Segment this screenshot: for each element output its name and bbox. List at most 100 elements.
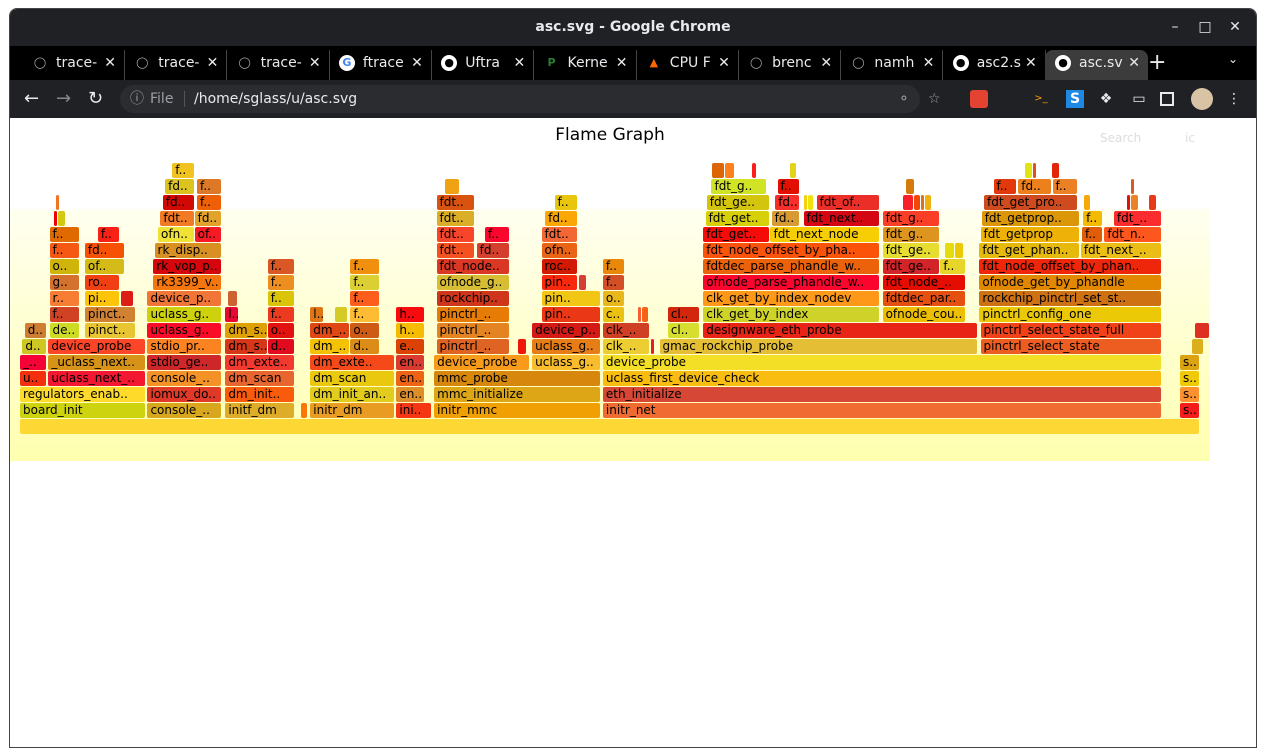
flame-frame[interactable]	[120, 291, 133, 306]
flame-frame[interactable]: de..	[49, 323, 80, 338]
flame-frame[interactable]: device_probe	[48, 339, 146, 354]
flame-frame[interactable]: clk_get_by_index	[703, 307, 880, 322]
ignore-case-button[interactable]: ic	[1185, 131, 1195, 145]
maximize-button[interactable]: □	[1198, 19, 1212, 35]
extensions-puzzle-icon[interactable]: ❖	[1099, 91, 1113, 107]
flame-frame[interactable]: ofnode_parse_phandle_w..	[703, 275, 880, 290]
tab-7[interactable]: ◯ brenc ✕	[738, 50, 842, 80]
flame-frame[interactable]	[954, 243, 964, 258]
close-tab-icon[interactable]: ✕	[922, 55, 935, 71]
flame-frame[interactable]	[1051, 163, 1059, 178]
flame-frame[interactable]: stdio_ge..	[147, 355, 221, 370]
address-bar[interactable]: ⓘ File /home/sglass/u/asc.svg ⚬ ☆	[120, 85, 941, 113]
flame-frame[interactable]: fdt..	[541, 227, 578, 242]
flame-frame[interactable]: _..	[20, 355, 47, 370]
flame-frame[interactable]: device_probe	[602, 355, 1162, 370]
flame-frame[interactable]	[1149, 195, 1157, 210]
flame-frame[interactable]	[925, 195, 932, 210]
flame-frame[interactable]: ofn..	[541, 243, 578, 258]
flame-frame[interactable]: d..	[267, 339, 294, 354]
new-tab-button[interactable]: +	[1148, 50, 1167, 75]
flame-frame[interactable]: eth_initialize	[602, 387, 1162, 402]
flame-frame[interactable]: f..	[267, 259, 294, 274]
flame-frame[interactable]	[228, 291, 237, 306]
tab-8[interactable]: ◯ namh ✕	[840, 50, 944, 80]
flame-frame[interactable]: fdt..	[436, 195, 475, 210]
flame-frame[interactable]: ofnode_cou..	[882, 307, 966, 322]
flame-frame[interactable]: f..	[197, 179, 221, 194]
flame-frame[interactable]: clk_..	[602, 323, 650, 338]
flame-frame[interactable]: rk_vop_p..	[153, 259, 221, 274]
flame-frame[interactable]: s..	[1179, 403, 1199, 418]
flame-frame[interactable]: d..	[22, 339, 47, 354]
flame-frame[interactable]	[1131, 195, 1138, 210]
flame-frame[interactable]: fdtdec_par..	[882, 291, 966, 306]
url-text[interactable]: /home/sglass/u/asc.svg	[194, 91, 358, 107]
flame-frame[interactable]	[54, 211, 58, 226]
flame-frame[interactable]: f..	[350, 291, 379, 306]
flame-frame[interactable]: initr_dm	[310, 403, 395, 418]
flame-frame[interactable]: f..	[940, 259, 966, 274]
flame-frame[interactable]: fdt_ge..	[882, 259, 940, 274]
flame-frame[interactable]: h..	[396, 307, 424, 322]
flame-frame[interactable]: dm_s..	[225, 339, 267, 354]
flame-frame[interactable]: console_..	[147, 371, 221, 386]
close-tab-icon[interactable]: ✕	[615, 55, 628, 71]
flame-frame[interactable]	[808, 195, 814, 210]
avatar[interactable]	[1191, 88, 1213, 110]
flame-frame[interactable]: pinctrl_..	[436, 307, 509, 322]
flame-frame[interactable]: f..	[49, 307, 80, 322]
flame-frame[interactable]: fdt_g..	[711, 179, 766, 194]
flame-frame[interactable]: fdt_of..	[816, 195, 880, 210]
flame-frame[interactable]: fdt_ge..	[882, 243, 940, 258]
flame-frame[interactable]: clk_get_by_index_nodev	[703, 291, 880, 306]
flame-frame[interactable]	[637, 307, 642, 322]
flame-frame[interactable]: gmac_rockchip_probe	[659, 339, 978, 354]
flame-frame[interactable]: ofnode_g..	[436, 275, 509, 290]
flame-frame[interactable]	[1192, 339, 1204, 354]
side-panel-icon[interactable]	[1160, 92, 1174, 106]
flame-frame[interactable]: l..	[225, 307, 239, 322]
flame-frame[interactable]: pinct..	[84, 323, 135, 338]
flame-frame[interactable]	[789, 163, 797, 178]
flame-frame[interactable]: initr_net	[602, 403, 1162, 418]
flame-frame[interactable]: of..	[194, 227, 221, 242]
close-tab-icon[interactable]: ✕	[1024, 55, 1037, 71]
flame-frame[interactable]: fdt_next..	[803, 211, 880, 226]
flame-frame[interactable]: fdt..	[436, 211, 475, 226]
flame-frame[interactable]: ro..	[84, 275, 120, 290]
flame-frame[interactable]: mmc_probe	[434, 371, 600, 386]
flame-frame[interactable]: fdt_ge..	[706, 195, 770, 210]
tab-1[interactable]: ◯ trace- ✕	[124, 50, 228, 80]
flame-frame[interactable]	[944, 243, 954, 258]
flame-frame[interactable]: console_..	[147, 403, 221, 418]
flame-frame[interactable]: e..	[396, 339, 424, 354]
flame-frame[interactable]	[1084, 195, 1090, 210]
close-tab-icon[interactable]: ✕	[206, 55, 219, 71]
share-icon[interactable]: ⚬	[898, 91, 910, 107]
flame-frame[interactable]: dm_..	[310, 323, 350, 338]
flame-frame[interactable]: o..	[49, 259, 80, 274]
flame-frame[interactable]: fdt_node_offset_by_phan..	[979, 259, 1162, 274]
flame-frame[interactable]	[56, 195, 60, 210]
flame-frame[interactable]: uclass_g..	[532, 355, 600, 370]
flame-frame[interactable]	[578, 275, 587, 290]
flame-frame[interactable]: o..	[602, 291, 625, 306]
flame-frame[interactable]: rk3399_v..	[153, 275, 221, 290]
forward-button[interactable]: →	[56, 88, 72, 109]
flame-frame[interactable]	[58, 211, 66, 226]
flame-frame[interactable]: uclass_next_..	[48, 371, 146, 386]
flame-frame[interactable]: d..	[350, 339, 379, 354]
flame-frame[interactable]	[444, 179, 460, 194]
flame-frame[interactable]: rockchip..	[436, 291, 509, 306]
flame-frame[interactable]: cl..	[667, 307, 699, 322]
info-icon[interactable]: ⓘ	[130, 91, 144, 107]
flame-frame[interactable]: device_p..	[147, 291, 221, 306]
flame-frame[interactable]	[1025, 163, 1032, 178]
flame-frame[interactable]: f..	[49, 227, 80, 242]
flame-frame[interactable]	[905, 179, 915, 194]
close-window-button[interactable]: ✕	[1229, 19, 1241, 35]
flame-frame[interactable]: fdt_get..	[705, 211, 770, 226]
flame-frame[interactable]: dm_exte..	[225, 355, 294, 370]
search-button[interactable]: Search	[1100, 131, 1142, 145]
